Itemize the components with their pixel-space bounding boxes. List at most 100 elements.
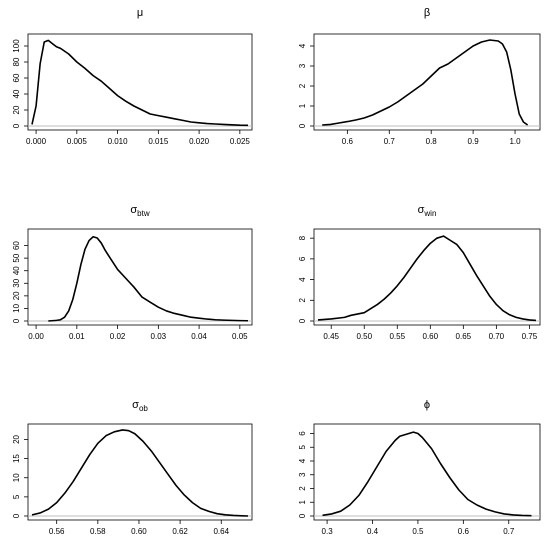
x-tick-label: 0.7 bbox=[384, 137, 396, 146]
x-tick-label: 0.020 bbox=[189, 137, 210, 146]
x-tick-label: 0.65 bbox=[456, 332, 472, 341]
y-tick-label: 20 bbox=[12, 291, 21, 300]
x-tick-label: 0.015 bbox=[148, 137, 169, 146]
y-tick-label: 0 bbox=[12, 123, 21, 128]
panel-phi-density: ϕ 0.3 0.4 0.5 0.6 0.7 0 1 2 3 4 5 6 bbox=[298, 399, 541, 536]
y-tick-label: 0 bbox=[12, 513, 21, 518]
y-tick-label: 6 bbox=[298, 431, 307, 436]
y-tick-label: 0 bbox=[298, 123, 307, 128]
density-line bbox=[322, 39, 529, 126]
y-tick-label: 0 bbox=[12, 318, 21, 323]
y-tick-label: 10 bbox=[12, 473, 21, 482]
x-tick-label: 0.02 bbox=[110, 332, 126, 341]
panel-title-subscript: ob bbox=[139, 404, 148, 413]
x-tick-label: 0.4 bbox=[367, 527, 379, 536]
y-tick-label: 30 bbox=[12, 278, 21, 287]
x-tick-label: 0.7 bbox=[503, 527, 515, 536]
y-tick-label: 3 bbox=[298, 472, 307, 477]
x-tick-label: 0.56 bbox=[49, 527, 65, 536]
density-line bbox=[317, 235, 537, 322]
density-line bbox=[31, 429, 249, 517]
y-tick-label: 2 bbox=[298, 298, 307, 303]
panel-sigma-win-density: σwin 0.45 0.50 0.55 0.60 0.65 0.70 0.75 0 2 4 6 8 bbox=[298, 204, 541, 341]
panel-beta-density: β 0.6 0.7 0.8 0.9 1.0 0 1 2 3 4 bbox=[298, 7, 541, 146]
y-tick-label: 60 bbox=[12, 73, 21, 82]
x-tick-label: 0.60 bbox=[423, 332, 439, 341]
y-tick-label: 0 bbox=[298, 513, 307, 518]
y-tick-label: 100 bbox=[12, 39, 21, 53]
plot-frame bbox=[313, 228, 541, 326]
panel-title: σbtw bbox=[130, 204, 149, 218]
y-tick-label: 4 bbox=[298, 277, 307, 282]
y-tick-label: 5 bbox=[298, 444, 307, 449]
x-tick-label: 0.025 bbox=[230, 137, 251, 146]
x-tick-label: 0.70 bbox=[489, 332, 505, 341]
y-tick-label: 10 bbox=[12, 303, 21, 312]
x-tick-label: 0.45 bbox=[323, 332, 339, 341]
y-tick-label: 50 bbox=[12, 253, 21, 262]
x-tick-label: 0.05 bbox=[232, 332, 248, 341]
y-tick-label: 1 bbox=[298, 103, 307, 108]
x-tick-label: 0.04 bbox=[191, 332, 207, 341]
plot-frame bbox=[313, 33, 541, 131]
panel-title-symbol: σ bbox=[418, 204, 425, 216]
panel-sigma-btw-density: σbtw 0.00 0.01 0.02 0.03 0.04 0.05 0 10 20 30 40 50 6… bbox=[12, 204, 253, 341]
y-tick-label: 1 bbox=[298, 499, 307, 504]
y-tick-label: 2 bbox=[298, 83, 307, 88]
x-tick-label: 1.0 bbox=[509, 137, 521, 146]
y-tick-label: 20 bbox=[12, 105, 21, 114]
x-tick-label: 0.64 bbox=[213, 527, 229, 536]
x-tick-label: 0.50 bbox=[356, 332, 372, 341]
y-tick-label: 3 bbox=[298, 63, 307, 68]
panel-title: ϕ bbox=[424, 399, 430, 411]
x-tick-label: 0.3 bbox=[322, 527, 334, 536]
y-tick-label: 60 bbox=[12, 241, 21, 250]
x-tick-label: 0.8 bbox=[426, 137, 438, 146]
panel-title: σwin bbox=[418, 204, 437, 218]
y-tick-label: 2 bbox=[298, 486, 307, 491]
x-tick-label: 0.6 bbox=[458, 527, 470, 536]
panel-title: β bbox=[424, 7, 430, 19]
x-tick-label: 0.60 bbox=[131, 527, 147, 536]
y-tick-label: 4 bbox=[298, 43, 307, 48]
panel-title-symbol: σ bbox=[130, 204, 137, 216]
y-tick-label: 40 bbox=[12, 266, 21, 275]
x-tick-label: 0.62 bbox=[172, 527, 188, 536]
x-tick-label: 0.75 bbox=[522, 332, 538, 341]
plot-frame bbox=[27, 228, 253, 326]
x-tick-label: 0.6 bbox=[342, 137, 354, 146]
density-line bbox=[48, 235, 249, 322]
y-tick-label: 0 bbox=[298, 318, 307, 323]
density-line bbox=[31, 39, 249, 127]
panel-title: μ bbox=[137, 7, 143, 19]
x-tick-label: 0.00 bbox=[28, 332, 44, 341]
plot-frame bbox=[27, 423, 253, 521]
y-tick-label: 8 bbox=[298, 235, 307, 240]
panel-title-symbol: σ bbox=[132, 399, 139, 411]
y-tick-label: 20 bbox=[12, 434, 21, 443]
x-tick-label: 0.9 bbox=[468, 137, 480, 146]
y-tick-label: 5 bbox=[12, 494, 21, 499]
y-tick-label: 4 bbox=[298, 458, 307, 463]
panel-sigma-ob-density: σob 0.56 0.58 0.60 0.62 0.64 0 5 10 15 20 bbox=[12, 399, 253, 536]
x-tick-label: 0.010 bbox=[108, 137, 129, 146]
x-tick-label: 0.000 bbox=[26, 137, 47, 146]
y-tick-label: 6 bbox=[298, 256, 307, 261]
x-tick-label: 0.005 bbox=[67, 137, 88, 146]
panel-title: σob bbox=[132, 399, 148, 413]
x-tick-label: 0.5 bbox=[412, 527, 424, 536]
panel-mu-density: μ 0.000 0.005 0.010 0.015 0.020 0.025 0 20 40 60 80… bbox=[12, 7, 253, 146]
plot-frame bbox=[27, 33, 253, 131]
x-tick-label: 0.55 bbox=[389, 332, 405, 341]
y-tick-label: 40 bbox=[12, 89, 21, 98]
panel-title-subscript: win bbox=[423, 209, 436, 218]
x-tick-label: 0.03 bbox=[151, 332, 167, 341]
x-tick-label: 0.01 bbox=[69, 332, 85, 341]
panel-title-subscript: btw bbox=[137, 209, 150, 218]
x-tick-label: 0.58 bbox=[90, 527, 106, 536]
plot-frame bbox=[313, 423, 541, 521]
y-tick-label: 80 bbox=[12, 57, 21, 66]
density-line bbox=[322, 431, 532, 517]
y-tick-label: 15 bbox=[12, 454, 21, 463]
